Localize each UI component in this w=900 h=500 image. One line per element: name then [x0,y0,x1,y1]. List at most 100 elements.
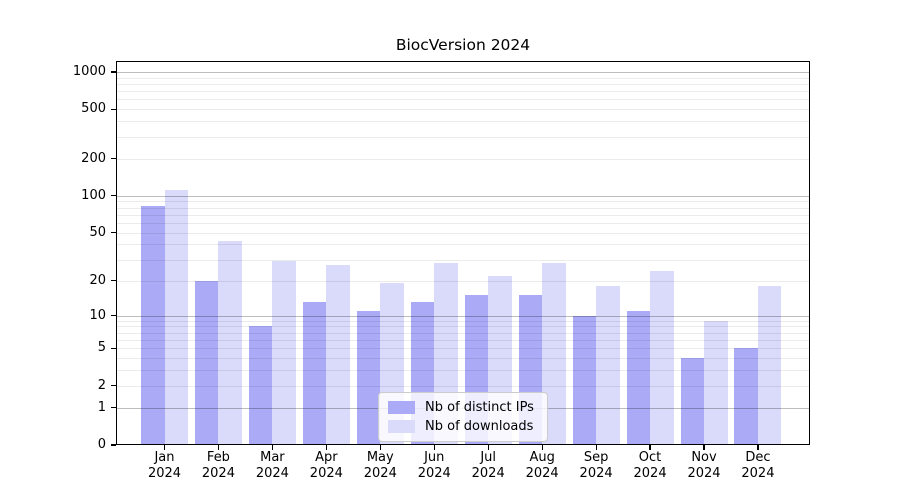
y-tick [111,406,116,409]
x-tick-label: Jul 2024 [460,450,516,482]
gridline [116,214,810,216]
gridline [116,201,810,203]
x-tick-label: Dec 2024 [730,450,786,482]
bar-distinct-ips-feb [194,280,219,445]
gridline [116,195,810,197]
gridline [116,348,810,350]
month-label: Jul [480,450,497,465]
x-tick [649,445,651,450]
y-tick-label: 100 [81,187,106,203]
year-label: 2024 [687,466,721,481]
gridline [116,91,810,93]
gridline [116,320,810,322]
gridline [116,83,810,85]
gridline [116,136,810,138]
month-label: Feb [206,450,230,465]
gridline [116,223,810,225]
gridline [116,77,810,79]
x-tick [325,445,327,450]
y-tick-label: 200 [81,150,106,166]
year-label: 2024 [147,466,182,481]
y-tick-label: 500 [81,101,106,117]
year-label: 2024 [741,466,775,481]
bar-downloads-aug [542,263,566,445]
legend-swatch-distinct-ips [388,401,415,414]
x-tick-label: Oct 2024 [622,450,678,482]
year-label: 2024 [471,466,505,481]
y-tick [111,158,116,160]
year-label: 2024 [525,466,559,481]
x-tick-label: Nov 2024 [676,450,732,482]
legend: Nb of distinct IPs Nb of downloads [378,392,548,442]
x-tick-label: Sep 2024 [568,450,624,482]
gridline [116,370,810,372]
month-label: Aug [529,450,555,465]
bar-distinct-ips-jan [141,206,165,445]
month-label: Jun [424,450,445,465]
month-label: Oct [638,450,662,465]
bar-downloads-dec [757,286,782,445]
y-tick [111,280,116,282]
bar-distinct-ips-oct [626,310,651,445]
x-tick-label: Aug 2024 [514,450,570,482]
legend-swatch-downloads [388,420,415,433]
gridline [116,232,810,234]
gridline [116,339,810,341]
gridline [116,280,810,282]
y-tick-label: 1 [97,399,106,415]
x-tick [703,445,705,450]
month-label: May [366,450,394,465]
month-label: Mar [260,450,285,465]
y-tick-label: 5 [97,340,106,356]
year-label: 2024 [633,466,667,481]
y-tick-label: 10 [89,307,106,323]
x-tick [379,445,381,450]
y-tick [111,385,116,387]
month-label: Dec [745,450,771,465]
y-tick [111,314,116,317]
legend-label-downloads: Nb of downloads [425,419,534,434]
x-tick [541,445,543,450]
x-tick-label: Feb 2024 [190,450,246,482]
bar-distinct-ips-apr [302,302,327,445]
bar-distinct-ips-mar [248,326,273,445]
x-tick [433,445,435,450]
legend-label-distinct-ips: Nb of distinct IPs [425,400,534,415]
bar-downloads-jan [164,189,188,445]
gridline [116,71,810,73]
y-tick [111,347,116,349]
gridline [116,244,810,246]
gridline [116,332,810,334]
gridline [116,207,810,209]
gridline [116,158,810,160]
x-tick-label: Apr 2024 [298,450,354,482]
gridline [116,109,810,111]
month-label: Apr [315,450,338,465]
year-label: 2024 [579,466,613,481]
bar-downloads-apr [326,265,350,445]
y-tick [111,195,116,197]
bar-downloads-sep [596,286,620,445]
year-label: 2024 [201,466,235,481]
gridline [116,99,810,101]
y-tick-label: 50 [89,224,106,240]
legend-item-downloads: Nb of downloads [388,417,538,436]
bar-distinct-ips-dec [734,348,758,445]
x-tick [487,445,489,450]
x-tick [271,445,273,450]
y-tick [111,71,116,73]
gridline [116,358,810,360]
bar-downloads-feb [218,240,242,445]
y-tick [111,108,116,110]
year-label: 2024 [255,466,289,481]
bar-distinct-ips-sep [572,315,597,445]
y-tick [111,444,116,446]
gridline [116,326,810,328]
bar-downloads-nov [704,320,728,445]
x-tick-label: May 2024 [352,450,408,482]
bar-downloads-oct [650,271,674,445]
month-label: Sep [583,450,609,465]
gridline [116,121,810,123]
bar-distinct-ips-may [356,310,381,445]
